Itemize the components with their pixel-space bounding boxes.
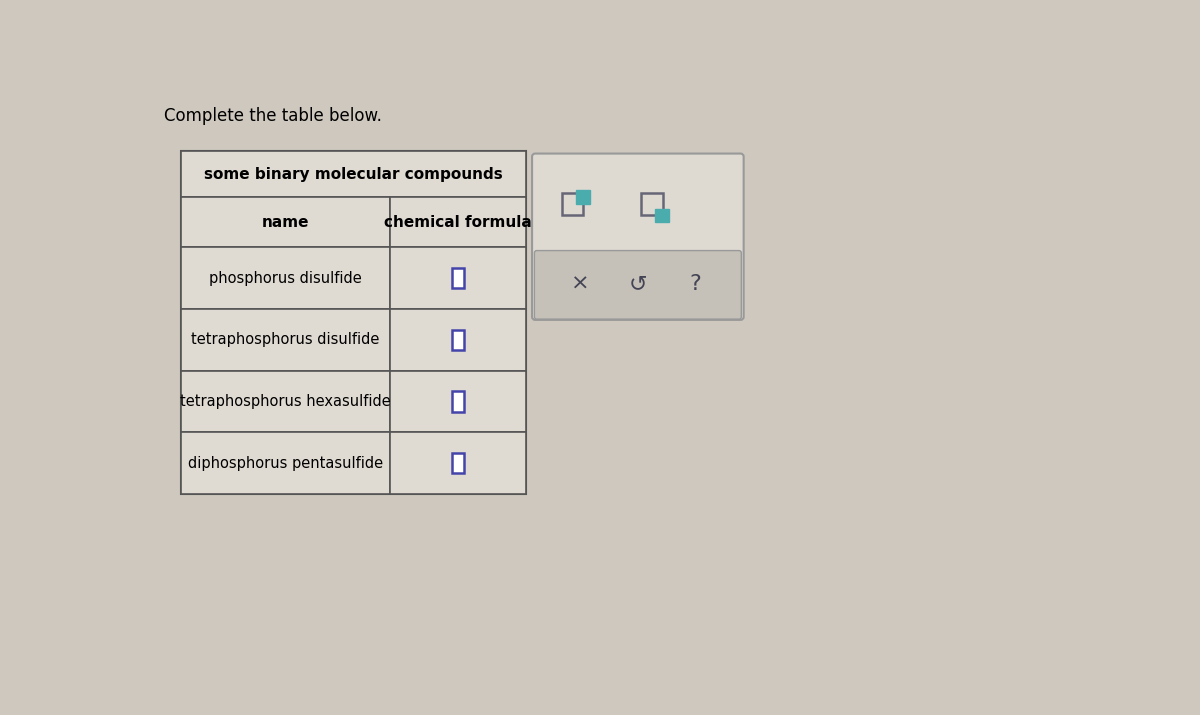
Bar [641,193,664,214]
Text: tetraphosphorus hexasulfide: tetraphosphorus hexasulfide [180,394,391,409]
Bar [452,453,464,473]
Bar [655,209,670,222]
Bar [181,152,526,494]
Text: tetraphosphorus disulfide: tetraphosphorus disulfide [192,332,380,347]
Bar [181,152,526,197]
Text: Complete the table below.: Complete the table below. [164,107,382,125]
FancyBboxPatch shape [532,154,744,320]
Bar [452,268,464,288]
Text: phosphorus disulfide: phosphorus disulfide [209,271,362,286]
Bar [390,197,526,247]
Bar [452,330,464,350]
Text: ?: ? [690,274,701,294]
Text: chemical formula: chemical formula [384,215,532,230]
Bar [390,433,526,494]
Text: some binary molecular compounds: some binary molecular compounds [204,167,503,182]
Bar [181,370,390,433]
Bar [390,370,526,433]
Bar [181,309,390,370]
Bar [562,193,583,214]
Bar [390,309,526,370]
Text: diphosphorus pentasulfide: diphosphorus pentasulfide [188,455,383,470]
Bar [576,190,589,204]
Bar [452,392,464,412]
Text: name: name [262,215,310,230]
Bar [181,197,390,247]
Bar [390,247,526,309]
Bar [181,433,390,494]
Text: ↺: ↺ [629,274,647,294]
Text: ×: × [571,274,589,294]
Bar [181,247,390,309]
FancyBboxPatch shape [534,250,742,319]
